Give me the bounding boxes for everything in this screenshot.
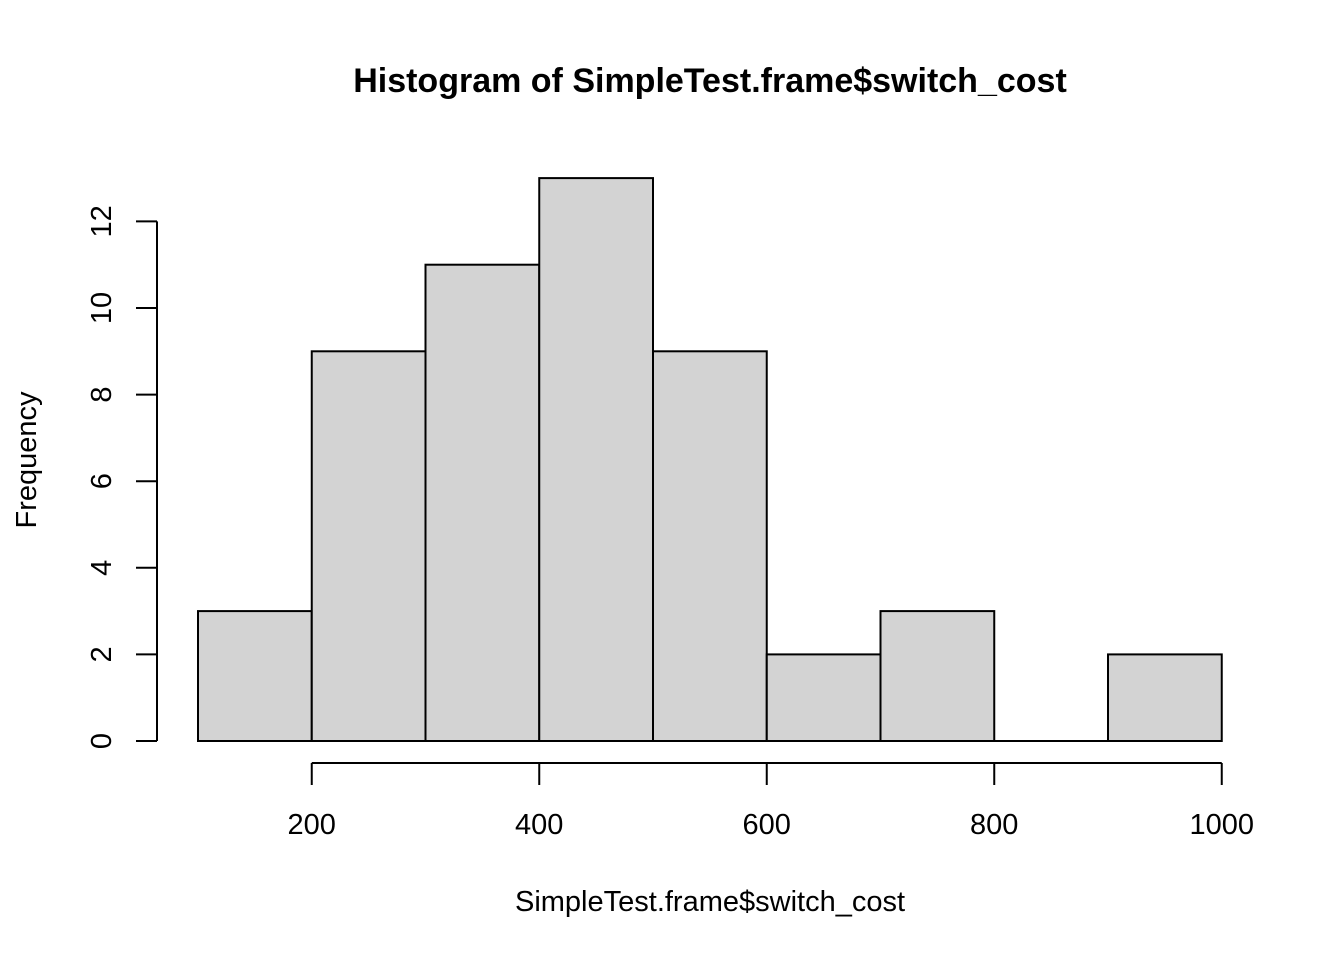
- y-tick-label-10: 10: [86, 292, 118, 324]
- y-tick-label-12: 12: [86, 205, 118, 237]
- bars-group: [197, 177, 1223, 743]
- y-axis-label: Frequency: [11, 391, 43, 529]
- histogram-bar-8: [1107, 653, 1223, 743]
- y-axis: 0 2 4 6 8 10 12: [86, 205, 158, 749]
- x-axis-label: SimpleTest.frame$switch_cost: [515, 886, 905, 918]
- x-tick-label-600: 600: [743, 809, 791, 841]
- histogram-bar-3: [538, 177, 654, 743]
- y-tick-label-2: 2: [86, 646, 118, 662]
- y-tick-label-8: 8: [86, 387, 118, 403]
- y-tick-label-4: 4: [86, 560, 118, 576]
- x-tick-label-800: 800: [970, 809, 1018, 841]
- x-tick-label-1000: 1000: [1189, 809, 1254, 841]
- histogram-bar-0: [197, 610, 313, 742]
- histogram-bar-1: [310, 350, 427, 742]
- x-axis: 200 400 600 800 1000: [288, 762, 1254, 841]
- histogram-bar-5: [765, 653, 882, 743]
- y-tick-label-6: 6: [86, 473, 118, 489]
- histogram-bar-2: [424, 263, 541, 742]
- histogram-bar-6: [879, 610, 996, 742]
- y-tick-label-0: 0: [86, 733, 118, 749]
- x-tick-label-400: 400: [515, 809, 563, 841]
- x-tick-label-200: 200: [288, 809, 336, 841]
- histogram-bar-4: [652, 350, 768, 742]
- chart-title: Histogram of SimpleTest.frame$switch_cos…: [353, 62, 1067, 100]
